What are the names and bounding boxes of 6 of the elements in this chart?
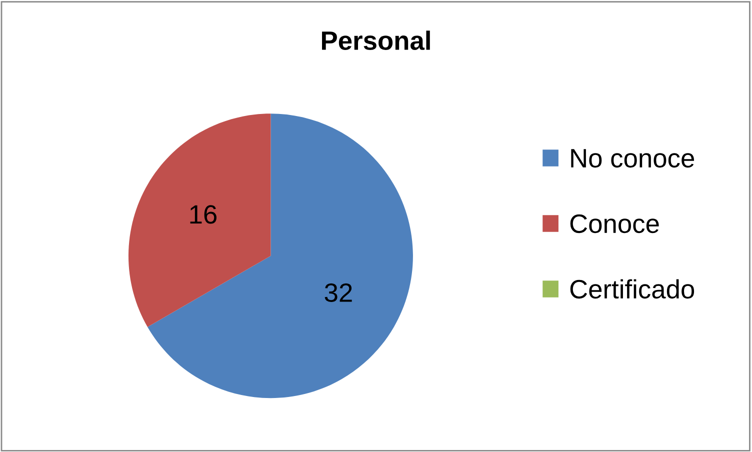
data-label: 16 xyxy=(190,205,216,224)
legend-label: Conoce xyxy=(570,214,659,234)
legend-label: Certificado xyxy=(570,279,694,299)
chart-title: Personal xyxy=(322,30,430,50)
legend-label: No conoce xyxy=(571,149,694,168)
data-label: 32 xyxy=(324,283,352,302)
